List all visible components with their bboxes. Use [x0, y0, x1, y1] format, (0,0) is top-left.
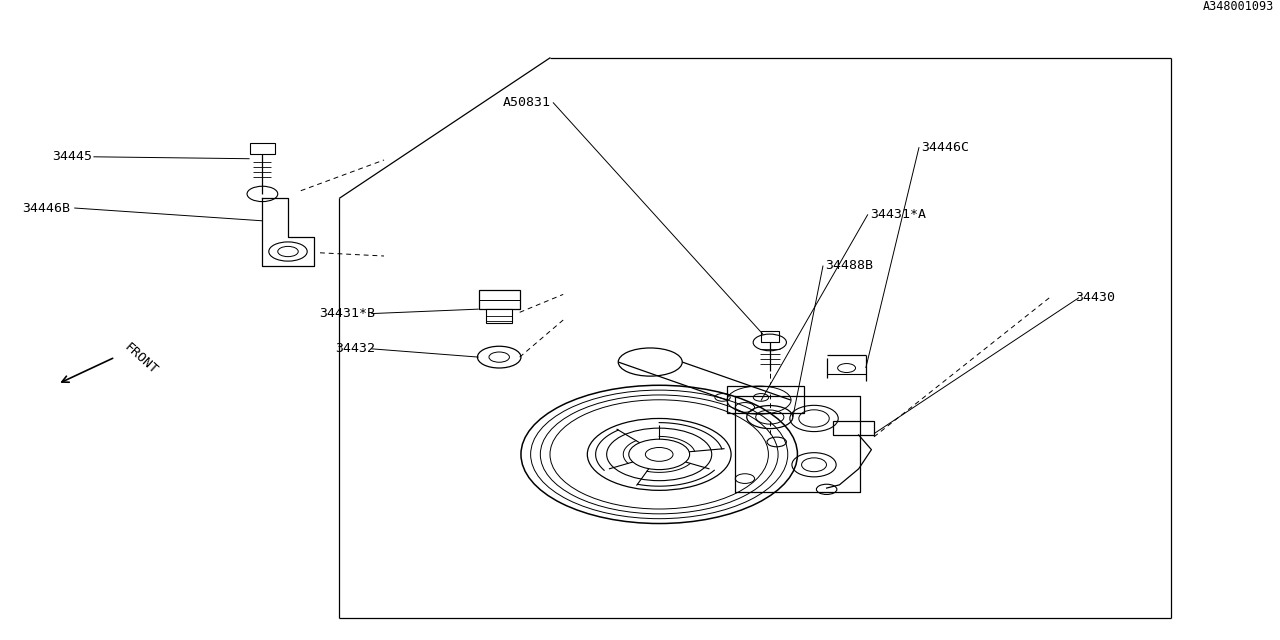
Text: 34431*A: 34431*A — [870, 208, 927, 221]
FancyBboxPatch shape — [833, 421, 874, 435]
Text: A348001093: A348001093 — [1202, 0, 1274, 13]
FancyBboxPatch shape — [250, 143, 275, 154]
FancyBboxPatch shape — [479, 290, 520, 309]
Text: 34446B: 34446B — [23, 202, 70, 214]
FancyBboxPatch shape — [760, 331, 778, 342]
Text: 34430: 34430 — [1075, 291, 1115, 304]
Text: 34431*B: 34431*B — [319, 307, 375, 320]
Text: 34446C: 34446C — [922, 141, 970, 154]
Text: 34488B: 34488B — [826, 259, 874, 272]
Text: 34432: 34432 — [335, 342, 375, 355]
Text: FRONT: FRONT — [122, 341, 160, 378]
FancyBboxPatch shape — [486, 309, 512, 323]
Text: 34445: 34445 — [52, 150, 92, 163]
Text: A50831: A50831 — [502, 96, 550, 109]
